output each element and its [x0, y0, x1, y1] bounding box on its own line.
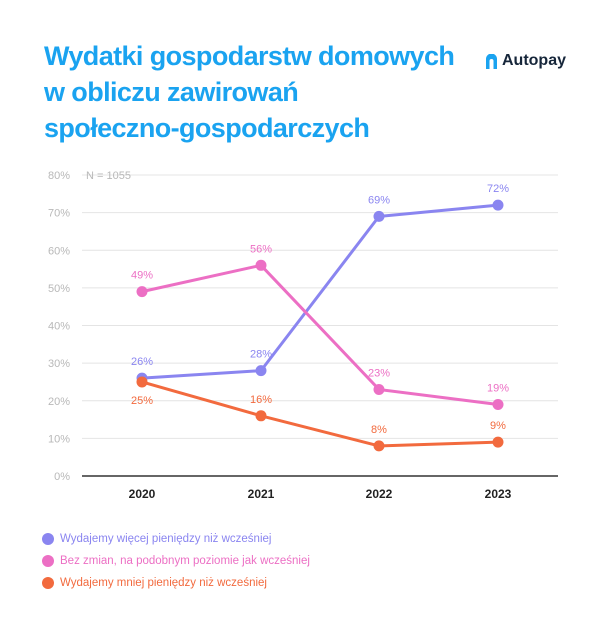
data-point	[136, 286, 148, 298]
series-line	[140, 380, 500, 448]
data-label: 69%	[368, 194, 390, 206]
brand-name: Autopay	[502, 52, 566, 69]
chart-title: Wydatki gospodarstw domowych w obliczu z…	[44, 38, 464, 146]
autopay-logo-icon	[486, 53, 497, 69]
data-point	[136, 376, 148, 388]
data-label: 23%	[368, 367, 390, 379]
series-line	[140, 203, 500, 380]
legend-swatch	[42, 555, 54, 567]
data-label: 16%	[250, 394, 272, 406]
data-point	[255, 410, 267, 422]
x-tick-label: 2021	[248, 487, 275, 501]
data-point	[255, 259, 267, 271]
data-point	[492, 199, 504, 211]
data-point	[373, 383, 385, 395]
y-tick-label: 0%	[54, 471, 70, 483]
y-tick-label: 70%	[48, 208, 70, 220]
title-line-2: w obliczu zawirowań	[44, 77, 299, 107]
data-label: 72%	[487, 183, 509, 195]
data-label: 26%	[131, 356, 153, 368]
line-chart: 0% 10% 20% 30% 40% 50% 60% 70% 80% N = 1055 2020 20…	[48, 170, 558, 501]
x-tick-label: 2020	[129, 487, 156, 501]
title-line-3: społeczno-gospodarczych	[44, 113, 370, 143]
legend-swatch	[42, 577, 54, 589]
legend-label: Wydajemy mniej pieniędzy niż wcześniej	[60, 577, 267, 589]
y-tick-label: 40%	[48, 321, 70, 333]
legend-item: Wydajemy mniej pieniędzy niż wcześniej	[42, 572, 310, 594]
y-tick-label: 10%	[48, 433, 70, 445]
data-point	[255, 365, 267, 377]
data-point	[373, 440, 385, 452]
data-label: 19%	[487, 383, 509, 395]
data-label: 56%	[250, 243, 272, 255]
legend-item: Bez zmian, na podobnym poziomie jak wcze…	[42, 550, 310, 572]
data-label: 8%	[371, 424, 387, 436]
title-line-1: Wydatki gospodarstw domowych	[44, 41, 455, 71]
sample-size-annotation: N = 1055	[86, 170, 131, 182]
data-label: 25%	[131, 395, 153, 407]
data-label: 28%	[250, 349, 272, 361]
y-tick-label: 80%	[48, 170, 70, 182]
y-tick-label: 50%	[48, 283, 70, 295]
x-tick-label: 2023	[485, 487, 512, 501]
chart-legend: Wydajemy więcej pieniędzy niż wcześniej B…	[42, 528, 310, 594]
legend-swatch	[42, 533, 54, 545]
x-tick-label: 2022	[366, 487, 393, 501]
y-tick-label: 20%	[48, 396, 70, 408]
y-tick-label: 60%	[48, 245, 70, 257]
data-label: 49%	[131, 270, 153, 282]
y-tick-label: 30%	[48, 358, 70, 370]
data-label: 9%	[490, 420, 506, 432]
legend-item: Wydajemy więcej pieniędzy niż wcześniej	[42, 528, 310, 550]
data-point	[492, 436, 504, 448]
legend-label: Wydajemy więcej pieniędzy niż wcześniej	[60, 533, 272, 545]
data-point	[492, 399, 504, 411]
brand-logo: Autopay	[486, 50, 566, 72]
legend-label: Bez zmian, na podobnym poziomie jak wcze…	[60, 555, 310, 567]
series-line	[140, 263, 500, 407]
data-point	[373, 210, 385, 222]
